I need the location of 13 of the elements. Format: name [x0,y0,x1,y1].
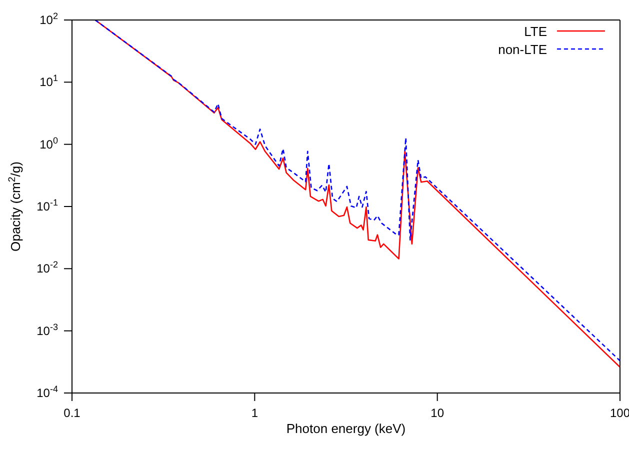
y-tick-label: 10$^{-3}$ [36,322,58,338]
x-tick-label: 1 [251,406,258,420]
y-tick-label: 10$^{-2}$ [36,260,58,276]
y-tick-label: 10$^{-1}$ [36,198,58,214]
legend-label: non-LTE [498,42,547,56]
y-tick-label: 10$^{0}$ [40,135,58,152]
y-tick-label: 10$^{2}$ [40,11,58,27]
x-axis-title: Photon energy (keV) [286,421,406,436]
legend-label: LTE [524,24,547,38]
y-tick-label: 10$^{1}$ [40,73,58,90]
y-tick-label: 10$^{-4}$ [36,384,58,400]
x-tick-label: 0.1 [64,406,81,420]
x-tick-label: 10 [430,406,444,420]
